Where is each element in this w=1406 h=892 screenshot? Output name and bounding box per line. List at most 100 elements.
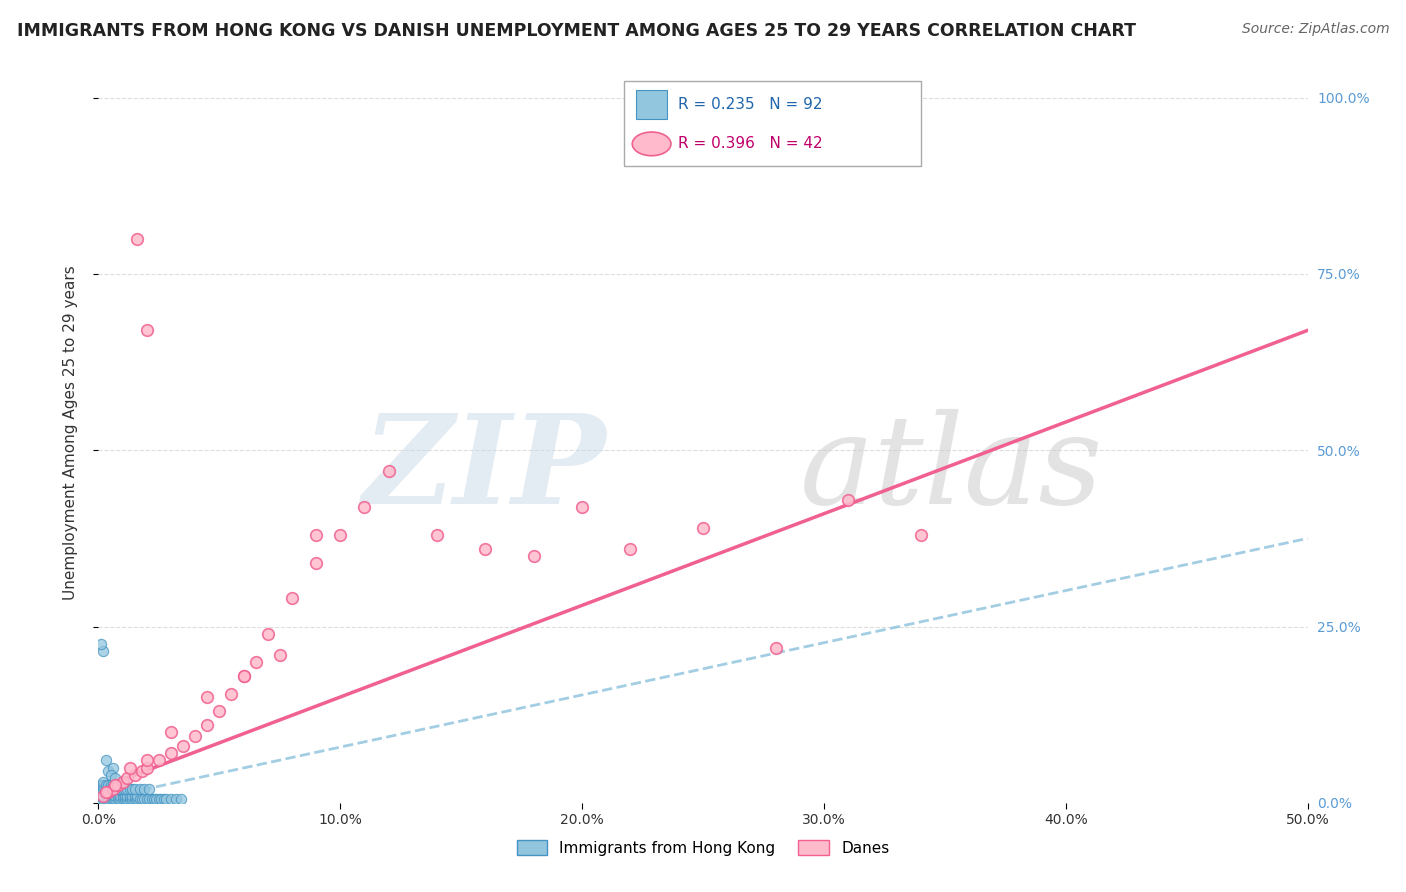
Point (135, 754, 157, 768)
Point (104, 778, 127, 792)
Point (245, 655, 267, 669)
Text: atlas: atlas (800, 409, 1104, 531)
Point (111, 774, 134, 789)
Point (765, 640, 787, 655)
Point (131, 764, 153, 778)
Point (377, 464, 399, 478)
Point (90, 781, 112, 796)
Point (692, 521, 714, 535)
Point (571, 500, 593, 514)
Point (124, 792, 146, 806)
Point (124, 781, 146, 796)
Legend: Immigrants from Hong Kong, Danes: Immigrants from Hong Kong, Danes (510, 834, 896, 862)
Point (128, 781, 150, 796)
Point (101, 760, 124, 774)
Point (118, 781, 141, 796)
Point (128, 792, 150, 806)
Point (160, 725, 183, 739)
Point (104, 792, 127, 806)
Text: Source: ZipAtlas.com: Source: ZipAtlas.com (1241, 22, 1389, 37)
Point (195, 718, 218, 732)
Point (353, 500, 375, 514)
Point (91, 789, 114, 803)
Text: IMMIGRANTS FROM HONG KONG VS DANISH UNEMPLOYMENT AMONG AGES 25 TO 29 YEARS CORRE: IMMIGRANTS FROM HONG KONG VS DANISH UNEM… (17, 22, 1136, 40)
Point (124, 767, 146, 781)
Point (523, 549, 546, 563)
Point (94, 781, 117, 796)
Circle shape (633, 132, 671, 156)
Point (169, 792, 191, 806)
Point (155, 792, 177, 806)
Point (150, 792, 173, 806)
Point (107, 778, 129, 792)
Point (91, 774, 114, 789)
Point (135, 760, 157, 774)
Y-axis label: Unemployment Among Ages 25 to 29 years: Unemployment Among Ages 25 to 29 years (63, 265, 77, 600)
Point (101, 785, 124, 799)
Point (97, 785, 120, 799)
Point (121, 792, 143, 806)
Point (94, 785, 117, 799)
Point (148, 754, 170, 768)
Point (97, 778, 120, 792)
Point (108, 781, 131, 796)
Point (94, 778, 117, 792)
Point (138, 792, 160, 806)
Point (426, 528, 449, 542)
Point (118, 789, 141, 803)
Point (256, 626, 278, 640)
Point (269, 648, 291, 662)
Point (111, 781, 134, 796)
Point (127, 789, 149, 803)
Point (165, 792, 187, 806)
Point (97, 789, 120, 803)
Text: R = 0.235   N = 92: R = 0.235 N = 92 (678, 97, 823, 112)
Point (111, 792, 134, 806)
Point (94, 754, 117, 768)
Point (104, 781, 127, 796)
Point (91, 789, 114, 803)
Point (94, 785, 117, 799)
Point (100, 767, 122, 781)
Point (90, 792, 112, 806)
Point (281, 591, 304, 606)
Point (100, 792, 122, 806)
Point (118, 792, 141, 806)
Point (208, 704, 231, 718)
Point (195, 690, 218, 704)
Point (101, 781, 124, 796)
Point (138, 781, 160, 796)
Point (104, 778, 127, 792)
Point (114, 789, 136, 803)
Point (221, 686, 243, 700)
Point (90, 789, 112, 803)
Point (91, 781, 114, 796)
Point (90, 778, 112, 792)
Point (100, 778, 122, 792)
Point (94, 781, 117, 796)
Point (111, 785, 134, 799)
Point (100, 789, 122, 803)
Point (101, 792, 124, 806)
Point (101, 781, 124, 796)
Point (135, 323, 157, 337)
Point (127, 232, 149, 246)
Point (117, 781, 139, 796)
Point (100, 785, 122, 799)
Point (90, 785, 112, 799)
Point (152, 792, 174, 806)
Point (121, 789, 143, 803)
Point (97, 781, 120, 796)
Point (117, 792, 139, 806)
Point (97, 785, 120, 799)
Point (184, 729, 207, 743)
Point (91, 792, 114, 806)
Point (232, 669, 254, 683)
Point (619, 541, 641, 556)
Point (305, 556, 328, 570)
Point (104, 789, 127, 803)
Point (121, 781, 143, 796)
Point (104, 771, 127, 785)
Point (104, 785, 127, 799)
Point (101, 789, 124, 803)
